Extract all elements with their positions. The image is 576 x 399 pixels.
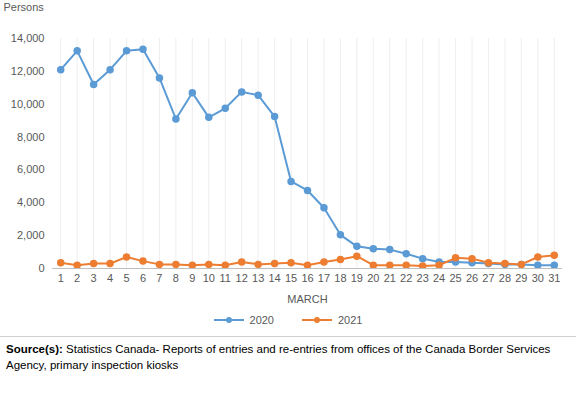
svg-text:7: 7	[156, 272, 162, 284]
html-text:Source(s): Statistics Canada-: Source(s): Statistics Canada- Reports of…	[6, 343, 551, 371]
svg-text:12: 12	[236, 272, 248, 284]
svg-text:8,000: 8,000	[17, 131, 45, 143]
svg-text:3: 3	[91, 272, 97, 284]
svg-text:6,000: 6,000	[17, 163, 45, 175]
svg-text:1: 1	[58, 272, 64, 284]
svg-text:30: 30	[532, 272, 544, 284]
svg-text:18: 18	[334, 272, 346, 284]
svg-text:12,000: 12,000	[11, 65, 45, 77]
svg-text:5: 5	[123, 272, 129, 284]
svg-text:23: 23	[417, 272, 429, 284]
svg-text:25: 25	[449, 272, 461, 284]
svg-text:4,000: 4,000	[17, 196, 45, 208]
svg-text:31: 31	[548, 272, 560, 284]
svg-text:27: 27	[482, 272, 494, 284]
svg-text:8: 8	[173, 272, 179, 284]
svg-text:26: 26	[466, 272, 478, 284]
svg-text:2: 2	[74, 272, 80, 284]
svg-text:10,000: 10,000	[11, 98, 45, 110]
svg-text:6: 6	[140, 272, 146, 284]
svg-text:10: 10	[203, 272, 215, 284]
svg-text:21: 21	[384, 272, 396, 284]
html-text:2020: 2020	[249, 314, 274, 326]
svg-text:Persons: Persons	[4, 1, 45, 13]
svg-text:28: 28	[499, 272, 511, 284]
svg-text:4: 4	[107, 272, 113, 284]
svg-text:16: 16	[301, 272, 313, 284]
svg-text:14: 14	[268, 272, 280, 284]
svg-text:15: 15	[285, 272, 297, 284]
html-text:2021: 2021	[338, 314, 363, 326]
svg-text:20: 20	[367, 272, 379, 284]
svg-text:11: 11	[220, 272, 231, 284]
svg-text:19: 19	[351, 272, 363, 284]
svg-text:13: 13	[252, 272, 264, 284]
svg-text:17: 17	[318, 272, 330, 284]
svg-text:22: 22	[400, 272, 412, 284]
svg-text:2,000: 2,000	[17, 229, 45, 241]
svg-text:0: 0	[38, 262, 44, 274]
svg-text:MARCH: MARCH	[287, 293, 327, 305]
svg-text:14,000: 14,000	[11, 32, 45, 44]
svg-text:9: 9	[189, 272, 195, 284]
svg-text:29: 29	[515, 272, 527, 284]
svg-text:24: 24	[433, 272, 445, 284]
